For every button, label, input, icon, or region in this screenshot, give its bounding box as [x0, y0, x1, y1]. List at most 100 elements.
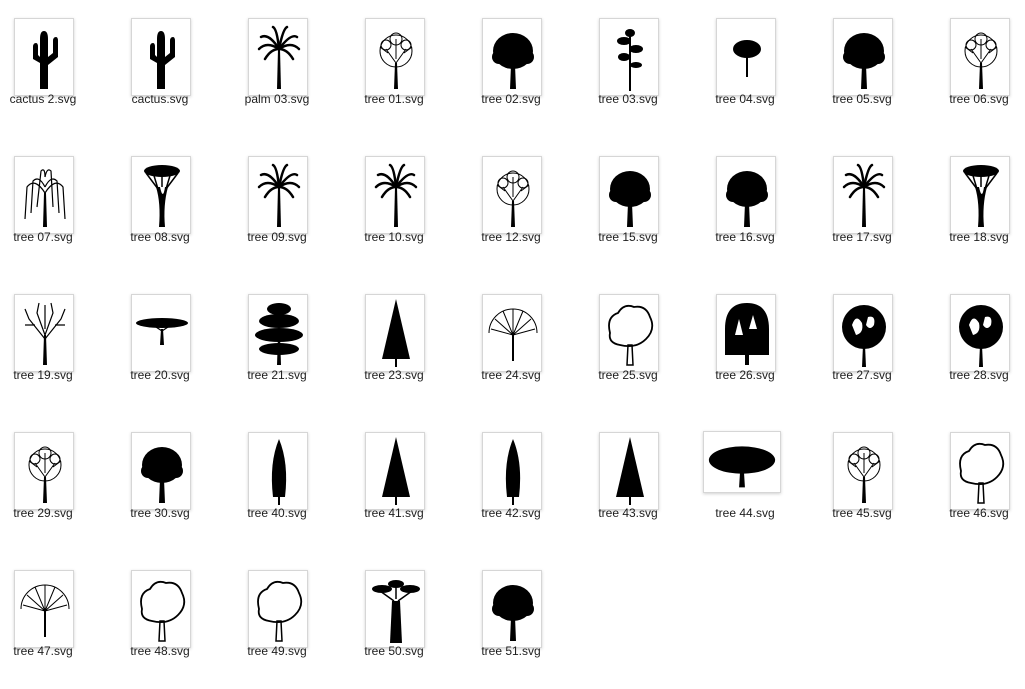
- file-thumbnail[interactable]: [131, 432, 191, 510]
- file-thumbnail[interactable]: [716, 18, 776, 96]
- cactus-icon: [33, 31, 58, 89]
- file-thumbnail[interactable]: [599, 156, 659, 234]
- file-thumbnail[interactable]: [482, 570, 542, 648]
- file-item[interactable]: tree 28.svg: [921, 276, 1025, 408]
- file-thumbnail[interactable]: [131, 156, 191, 234]
- file-thumbnail[interactable]: [131, 570, 191, 648]
- file-item[interactable]: tree 20.svg: [102, 276, 218, 408]
- file-thumbnail[interactable]: [365, 18, 425, 96]
- file-thumbnail[interactable]: [716, 156, 776, 234]
- file-thumbnail[interactable]: [365, 156, 425, 234]
- file-item[interactable]: tree 43.svg: [570, 414, 686, 546]
- file-item[interactable]: cactus.svg: [102, 0, 218, 132]
- file-item[interactable]: tree 06.svg: [921, 0, 1025, 132]
- file-item[interactable]: tree 07.svg: [0, 138, 101, 270]
- tree-dome-icon: [725, 303, 769, 365]
- file-name: tree 18.svg: [949, 230, 1009, 244]
- file-thumbnail[interactable]: [14, 294, 74, 372]
- file-thumbnail[interactable]: [14, 18, 74, 96]
- file-thumbnail[interactable]: [599, 294, 659, 372]
- file-name: tree 01.svg: [364, 92, 424, 106]
- file-item[interactable]: tree 16.svg: [687, 138, 803, 270]
- file-item[interactable]: tree 12.svg: [453, 138, 569, 270]
- file-item[interactable]: tree 42.svg: [453, 414, 569, 546]
- file-name: tree 06.svg: [949, 92, 1009, 106]
- file-thumbnail[interactable]: [365, 432, 425, 510]
- file-name: tree 51.svg: [481, 644, 541, 658]
- file-thumbnail[interactable]: [131, 18, 191, 96]
- file-item[interactable]: tree 23.svg: [336, 276, 452, 408]
- file-thumbnail[interactable]: [248, 294, 308, 372]
- tree-outline-icon: [959, 442, 1005, 504]
- file-item[interactable]: tree 05.svg: [804, 0, 920, 132]
- file-item[interactable]: tree 24.svg: [453, 276, 569, 408]
- file-item[interactable]: tree 46.svg: [921, 414, 1025, 546]
- file-item[interactable]: tree 48.svg: [102, 552, 218, 684]
- file-item[interactable]: tree 25.svg: [570, 276, 686, 408]
- file-name: cactus.svg: [131, 92, 189, 106]
- file-item[interactable]: tree 30.svg: [102, 414, 218, 546]
- file-name: tree 49.svg: [247, 644, 307, 658]
- file-thumbnail[interactable]: [248, 570, 308, 648]
- file-item[interactable]: tree 51.svg: [453, 552, 569, 684]
- file-item[interactable]: tree 10.svg: [336, 138, 452, 270]
- file-thumbnail[interactable]: [482, 156, 542, 234]
- file-item[interactable]: tree 26.svg: [687, 276, 803, 408]
- file-item[interactable]: tree 02.svg: [453, 0, 569, 132]
- file-thumbnail[interactable]: [248, 432, 308, 510]
- file-name: tree 29.svg: [13, 506, 73, 520]
- file-thumbnail[interactable]: [248, 18, 308, 96]
- file-thumbnail[interactable]: [833, 18, 893, 96]
- file-thumbnail[interactable]: [950, 432, 1010, 510]
- file-item[interactable]: tree 17.svg: [804, 138, 920, 270]
- tree-sketch-icon: [496, 170, 530, 227]
- file-item[interactable]: tree 29.svg: [0, 414, 101, 546]
- file-thumbnail[interactable]: [599, 432, 659, 510]
- file-item[interactable]: tree 15.svg: [570, 138, 686, 270]
- file-name: tree 45.svg: [832, 506, 892, 520]
- file-thumbnail[interactable]: [950, 156, 1010, 234]
- file-name: tree 05.svg: [832, 92, 892, 106]
- file-item[interactable]: tree 50.svg: [336, 552, 452, 684]
- file-thumbnail[interactable]: [716, 294, 776, 372]
- file-thumbnail[interactable]: [703, 431, 781, 493]
- file-thumbnail[interactable]: [833, 432, 893, 510]
- file-item[interactable]: tree 27.svg: [804, 276, 920, 408]
- file-item[interactable]: tree 21.svg: [219, 276, 335, 408]
- file-item[interactable]: tree 40.svg: [219, 414, 335, 546]
- tree-fan-icon: [20, 584, 70, 637]
- file-thumbnail[interactable]: [833, 156, 893, 234]
- file-thumbnail[interactable]: [482, 294, 542, 372]
- file-item[interactable]: palm 03.svg: [219, 0, 335, 132]
- file-thumbnail[interactable]: [365, 294, 425, 372]
- file-item[interactable]: tree 03.svg: [570, 0, 686, 132]
- file-item[interactable]: tree 19.svg: [0, 276, 101, 408]
- file-thumbnail[interactable]: [833, 294, 893, 372]
- palm-icon: [374, 163, 418, 227]
- file-thumbnail[interactable]: [482, 18, 542, 96]
- file-thumbnail[interactable]: [14, 570, 74, 648]
- file-item[interactable]: tree 47.svg: [0, 552, 101, 684]
- file-thumbnail[interactable]: [14, 156, 74, 234]
- file-item[interactable]: tree 08.svg: [102, 138, 218, 270]
- tree-round-icon: [141, 447, 183, 503]
- file-name: tree 10.svg: [364, 230, 424, 244]
- file-thumbnail[interactable]: [950, 294, 1010, 372]
- file-item[interactable]: tree 44.svg: [687, 414, 803, 546]
- file-thumbnail[interactable]: [14, 432, 74, 510]
- file-item[interactable]: cactus 2.svg: [0, 0, 101, 132]
- file-item[interactable]: tree 49.svg: [219, 552, 335, 684]
- file-item[interactable]: tree 09.svg: [219, 138, 335, 270]
- file-item[interactable]: tree 41.svg: [336, 414, 452, 546]
- file-thumbnail[interactable]: [365, 570, 425, 648]
- file-thumbnail[interactable]: [482, 432, 542, 510]
- file-item[interactable]: tree 01.svg: [336, 0, 452, 132]
- file-thumbnail[interactable]: [248, 156, 308, 234]
- file-thumbnail[interactable]: [131, 294, 191, 372]
- file-item[interactable]: tree 18.svg: [921, 138, 1025, 270]
- file-thumbnail[interactable]: [950, 18, 1010, 96]
- file-thumbnail[interactable]: [599, 18, 659, 96]
- file-item[interactable]: tree 04.svg: [687, 0, 803, 132]
- tree-baobab-icon: [372, 580, 420, 643]
- file-item[interactable]: tree 45.svg: [804, 414, 920, 546]
